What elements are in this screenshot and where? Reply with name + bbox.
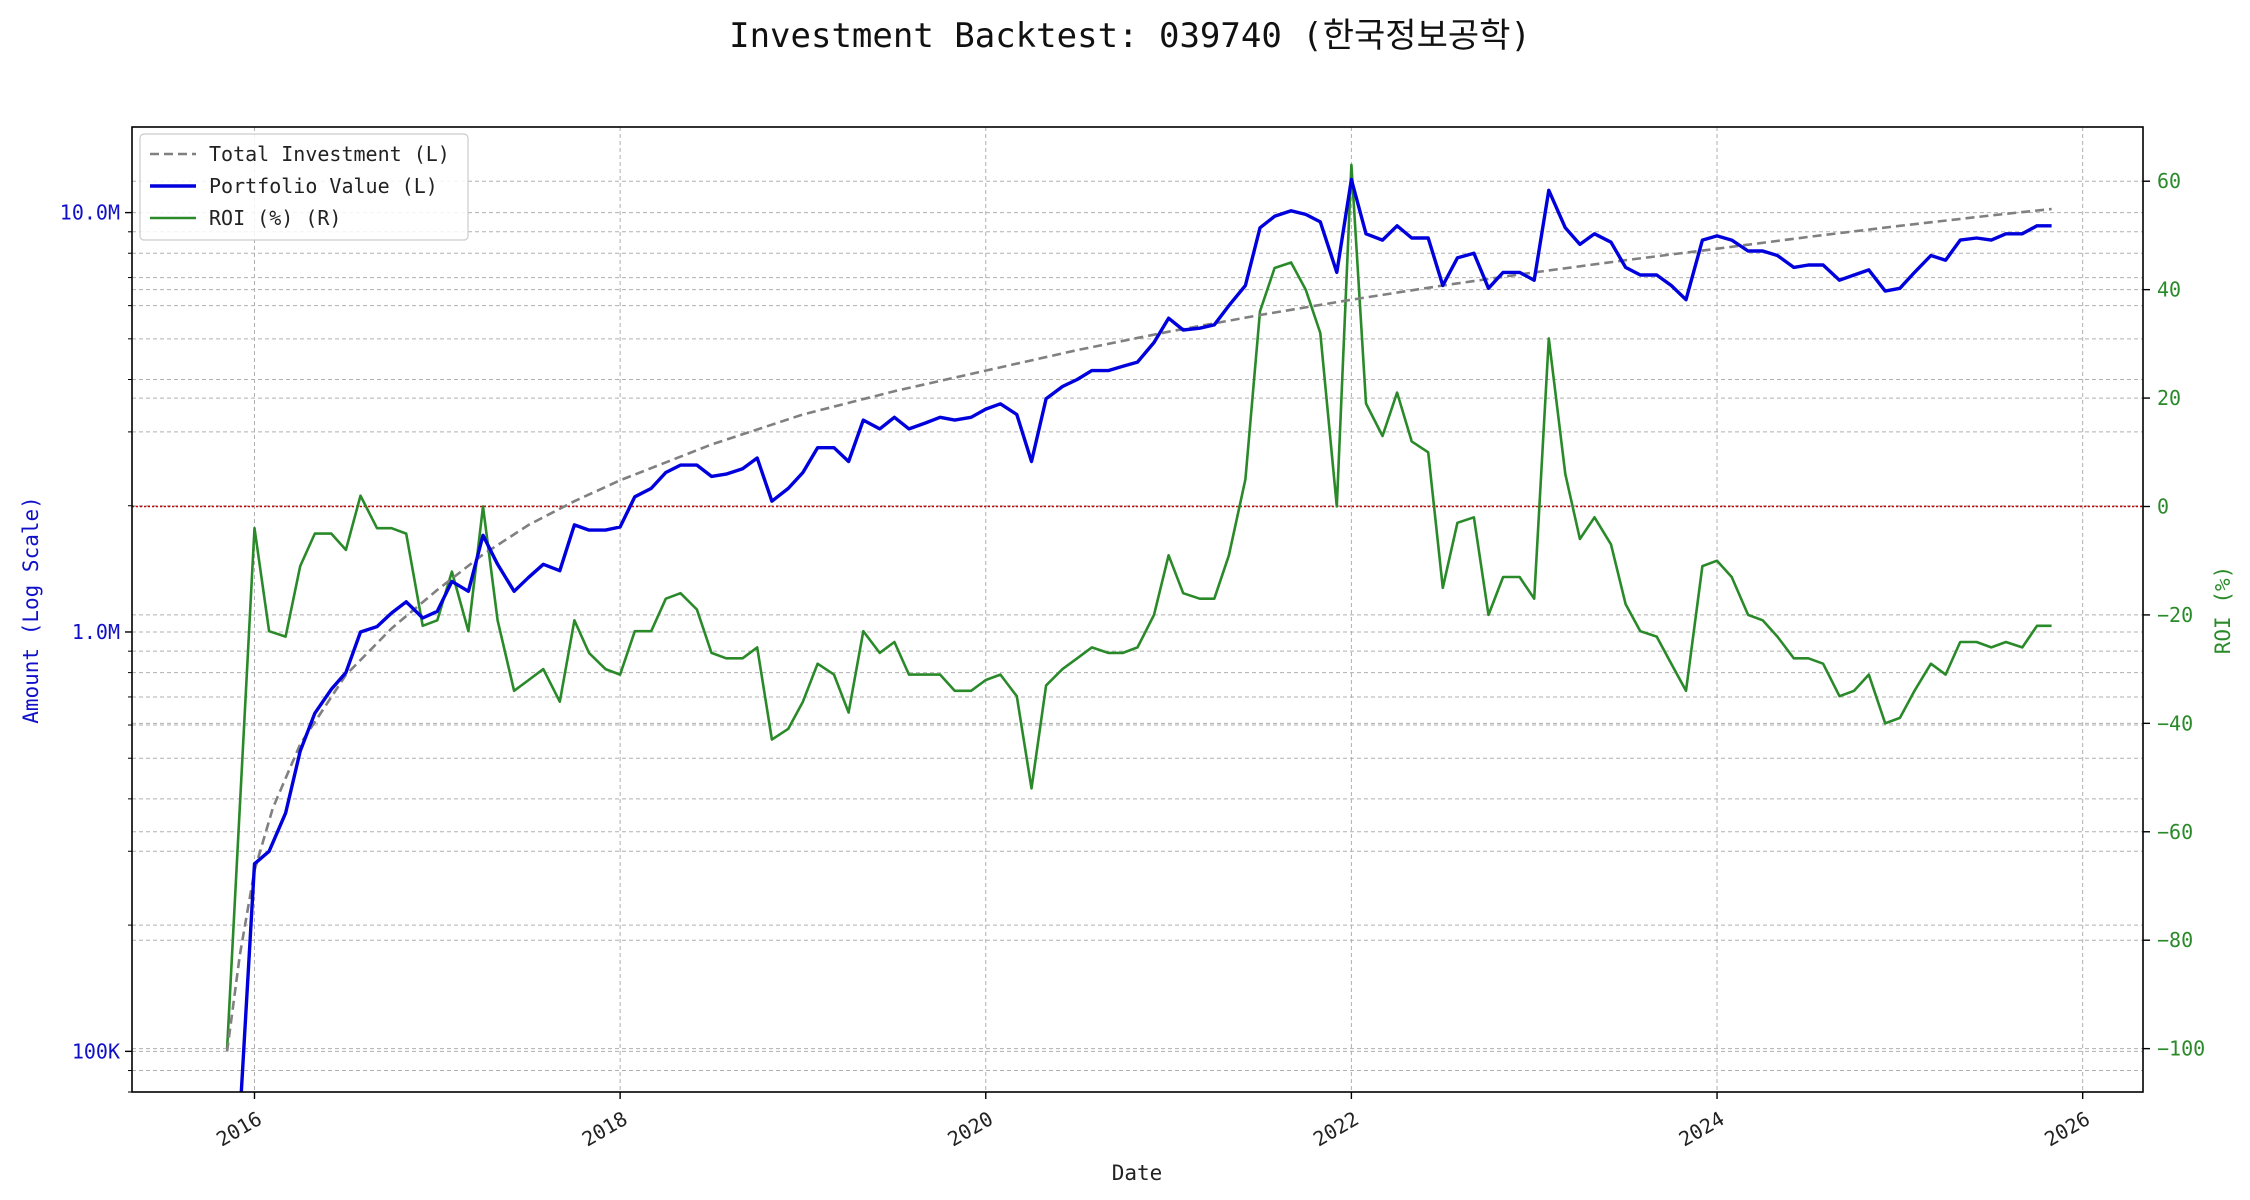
left-tick-label: 1.0M [72, 620, 120, 644]
legend-box [139, 133, 469, 241]
plot-area-frame [131, 126, 2144, 1093]
right-tick-label: −100 [2157, 1037, 2205, 1061]
right-tick-label: −80 [2157, 928, 2193, 952]
legend-entry-portfolio-value-label: Portfolio Value (L) [209, 174, 438, 198]
right-tick-label: −20 [2157, 603, 2193, 627]
y-axis-right-label: ROI (%) [2211, 566, 2235, 655]
roi-line [225, 163, 2052, 1049]
series-layer [225, 163, 2052, 1092]
legend-entry-total-investment-label: Total Investment (L) [209, 142, 450, 166]
x-axis-label: Date [1112, 1161, 1163, 1185]
legend: Total Investment (L) Portfolio Value (L) R… [139, 133, 469, 241]
y-axis-left-label: Amount (Log Scale) [19, 496, 43, 724]
right-tick-label: −60 [2157, 820, 2193, 844]
portfolio-value-line [239, 177, 2052, 1092]
left-tick-label: 100K [72, 1039, 120, 1063]
right-tick-label: 40 [2157, 278, 2181, 302]
chart-title: Investment Backtest: 039740 (한국정보공학) [729, 16, 1531, 56]
right-tick-label: −40 [2157, 711, 2193, 735]
right-tick-label: 0 [2157, 494, 2169, 518]
right-tick-label: 20 [2157, 386, 2181, 410]
grid-lines [132, 127, 2143, 1093]
left-tick-label: 10.0M [60, 201, 120, 225]
total-investment-line [225, 207, 2052, 1052]
legend-entry-roi-label: ROI (%) (R) [209, 206, 341, 230]
right-tick-label: 60 [2157, 169, 2181, 193]
